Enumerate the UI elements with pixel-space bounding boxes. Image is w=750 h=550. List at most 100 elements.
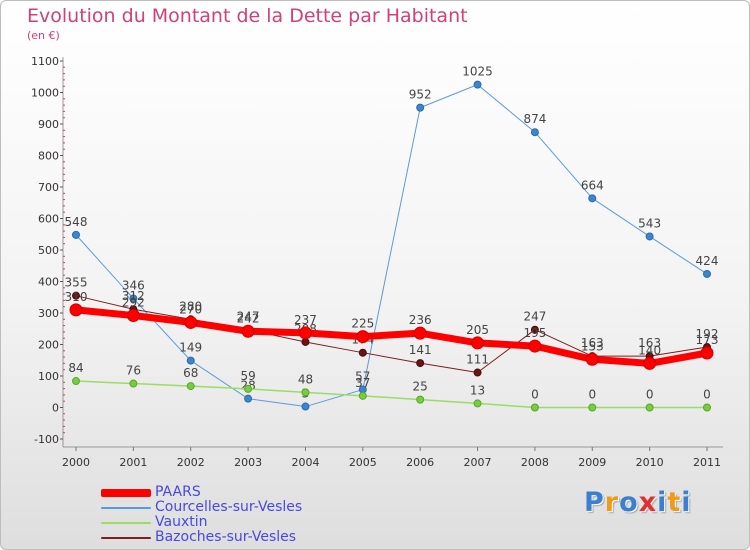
logo-letter: i xyxy=(657,487,668,518)
data-label: 68 xyxy=(183,366,198,380)
data-point xyxy=(301,388,310,397)
series-line xyxy=(75,380,707,409)
legend-item: Bazoches-sur-Vesles xyxy=(101,529,361,545)
data-point xyxy=(126,309,140,323)
data-point xyxy=(530,128,539,137)
logo-letter: P xyxy=(584,487,605,518)
y-tick-label: 0 xyxy=(52,402,59,415)
data-point xyxy=(129,294,138,303)
y-tick-label: -100 xyxy=(34,433,59,446)
y-tick-label: 200 xyxy=(38,339,59,352)
series-paars: 310 292 270 242 237 225 236 205 195 153 140 173 xyxy=(65,290,719,370)
data-label: 163 xyxy=(638,336,661,350)
data-label: 195 xyxy=(523,326,546,340)
x-tick-label: 2006 xyxy=(406,456,434,469)
legend-line xyxy=(101,507,151,509)
data-label: 242 xyxy=(237,311,260,325)
data-point xyxy=(416,103,425,112)
data-label: 237 xyxy=(294,313,317,327)
logo-letter: t xyxy=(667,487,682,518)
data-label: 270 xyxy=(179,302,202,316)
data-label: 0 xyxy=(703,388,711,402)
data-point xyxy=(129,379,138,388)
x-tick-label: 2003 xyxy=(234,456,262,469)
logo-letter: r xyxy=(604,487,620,518)
legend-swatch xyxy=(101,530,151,545)
data-point xyxy=(416,395,425,404)
data-label: 664 xyxy=(581,178,604,192)
data-label: 225 xyxy=(351,317,374,331)
x-tick-label: 2009 xyxy=(578,456,606,469)
data-label: 236 xyxy=(409,313,432,327)
legend-label: PAARS xyxy=(155,484,201,500)
series-line xyxy=(75,295,708,374)
data-point xyxy=(585,352,599,366)
data-label: 543 xyxy=(638,216,661,230)
data-label: 173 xyxy=(696,333,719,347)
data-label: 57 xyxy=(355,370,370,384)
logo-letter: i xyxy=(681,487,692,518)
data-label: 59 xyxy=(240,369,255,383)
data-label: 874 xyxy=(523,112,546,126)
data-label: 247 xyxy=(523,310,546,324)
legend-swatch xyxy=(101,515,151,530)
legend-item: Courcelles-sur-Vesles xyxy=(101,499,361,515)
data-label: 163 xyxy=(581,336,604,350)
chart-subtitle: (en €) xyxy=(27,29,60,42)
data-point xyxy=(645,403,654,412)
data-label: 0 xyxy=(531,388,539,402)
data-label: 548 xyxy=(65,215,88,229)
data-point xyxy=(301,402,310,411)
data-point xyxy=(244,384,253,393)
legend: PAARS Courcelles-sur-Vesles Vauxtin Bazoche… xyxy=(101,484,361,545)
x-tick-label: 2001 xyxy=(119,456,147,469)
data-label: 205 xyxy=(466,323,489,337)
data-label: 346 xyxy=(122,279,145,293)
legend-item: PAARS xyxy=(101,484,361,500)
data-label: 149 xyxy=(179,341,202,355)
data-label: 13 xyxy=(470,383,485,397)
chart-axes: -100010020030040050060070080090010001100… xyxy=(31,55,723,469)
logo-letter: x xyxy=(638,487,658,518)
data-label: 25 xyxy=(413,380,428,394)
data-point xyxy=(703,269,711,278)
data-label: 247 xyxy=(237,310,260,324)
proxiti-logo: Proxiti xyxy=(584,487,692,518)
x-tick-label: 2000 xyxy=(62,456,90,469)
data-point xyxy=(186,382,195,391)
data-point xyxy=(530,325,539,334)
data-point xyxy=(643,356,657,370)
x-tick-label: 2010 xyxy=(636,456,664,469)
data-label: 1025 xyxy=(462,65,493,79)
legend-line xyxy=(101,522,151,524)
data-label: 48 xyxy=(298,372,313,386)
data-label: 280 xyxy=(179,299,202,313)
y-tick-label: 600 xyxy=(38,213,59,226)
series-courcelles-sur-vesles: 548346149283579521025874664543424 xyxy=(65,65,718,411)
legend-line xyxy=(101,537,151,539)
data-label: 312 xyxy=(122,289,145,303)
data-point xyxy=(244,394,253,403)
data-point xyxy=(356,330,370,344)
data-point xyxy=(69,303,83,317)
data-point xyxy=(184,315,198,329)
legend-swatch xyxy=(101,500,151,515)
series-line xyxy=(75,84,708,408)
data-label: 153 xyxy=(581,339,604,353)
y-tick-label: 300 xyxy=(38,307,59,320)
chart-title: Evolution du Montant de la Dette par Hab… xyxy=(27,5,468,27)
y-tick-label: 700 xyxy=(38,181,59,194)
data-point xyxy=(72,291,80,300)
data-label: 76 xyxy=(126,364,141,378)
data-point xyxy=(473,399,482,408)
data-label: 292 xyxy=(122,296,145,310)
legend-label: Vauxtin xyxy=(155,514,208,530)
x-tick-label: 2004 xyxy=(291,456,319,469)
data-label: 111 xyxy=(466,353,489,367)
data-point xyxy=(528,339,542,353)
data-point xyxy=(72,230,80,239)
data-point xyxy=(298,326,312,340)
legend-item: Vauxtin xyxy=(101,514,361,530)
